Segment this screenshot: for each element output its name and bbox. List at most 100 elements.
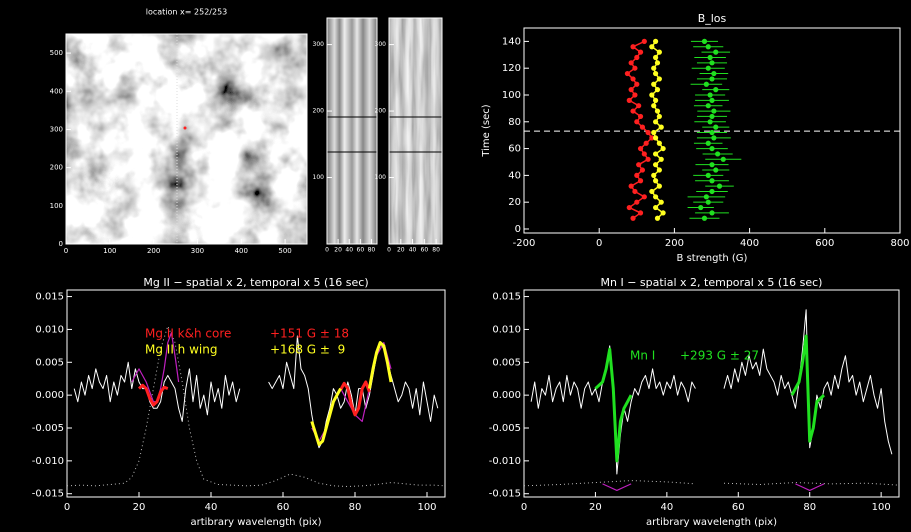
point: [653, 194, 659, 200]
point: [705, 172, 711, 178]
point: [656, 49, 662, 55]
point: [705, 103, 711, 109]
x-tick-label: -200: [513, 238, 536, 249]
point: [651, 129, 657, 136]
x-tick-label: 400: [740, 238, 759, 249]
x-tick-label: 60: [421, 247, 429, 254]
y-tick-label: 0: [59, 240, 63, 248]
point: [711, 70, 717, 77]
y-tick-label: 120: [502, 63, 521, 74]
annotation-label: Mg II h wing: [145, 343, 217, 357]
x-tick-label: 60: [357, 247, 365, 254]
point: [707, 54, 713, 61]
x-tick-label: 20: [397, 247, 405, 254]
point: [653, 119, 659, 125]
x-tick-label: 20: [133, 502, 146, 513]
y-tick-label: 200: [375, 108, 387, 115]
x-tick-label: 40: [660, 502, 673, 513]
y-tick-label: 0: [515, 224, 521, 235]
plot-frame: [388, 17, 443, 245]
spectrum-line: [73, 335, 439, 449]
x-tick-label: 0: [387, 247, 391, 254]
spectrum-line: [310, 341, 393, 446]
point: [656, 167, 662, 173]
point: [651, 103, 657, 109]
x-tick-label: 200: [665, 238, 684, 249]
point: [653, 70, 659, 77]
point: [643, 140, 649, 146]
point: [709, 178, 715, 184]
point: [709, 97, 715, 103]
y-tick-label: 0.010: [492, 324, 521, 335]
point: [649, 92, 655, 98]
panel-title: B_los: [698, 12, 727, 25]
point: [656, 183, 662, 189]
point: [624, 70, 631, 77]
annotation-label: Mg II k&h core: [145, 327, 231, 341]
point: [711, 135, 717, 141]
x-tick-label: 500: [278, 247, 291, 255]
x-tick-label: 60: [277, 502, 290, 513]
x-tick-label: 600: [815, 238, 834, 249]
point: [716, 183, 723, 189]
y-tick-label: 300: [50, 125, 63, 133]
point: [639, 124, 646, 130]
y-tick-label: 0.015: [492, 292, 521, 303]
point: [707, 92, 713, 98]
x-axis-label: artibrary wavelength (pix): [190, 517, 321, 528]
x-tick-label: 800: [890, 238, 909, 249]
point: [649, 44, 655, 50]
point: [653, 54, 659, 61]
y-tick-label: -0.005: [32, 423, 64, 434]
y-tick-label: 500: [50, 49, 63, 57]
y-tick-label: 100: [50, 202, 63, 210]
point: [651, 172, 657, 178]
y-tick-label: 40: [508, 170, 521, 181]
point: [660, 210, 666, 216]
point: [715, 151, 721, 157]
point: [698, 204, 704, 211]
point: [630, 76, 636, 82]
point: [637, 113, 644, 120]
y-tick-label: 0.015: [35, 292, 64, 303]
point: [713, 124, 719, 130]
point: [701, 215, 708, 221]
panel-title: location x= 252/253: [146, 8, 228, 17]
x-tick-label: 0: [325, 247, 329, 254]
plot-frame: [523, 27, 901, 234]
y-tick-label: 400: [50, 87, 63, 95]
x-tick-label: 300: [191, 247, 204, 255]
solar-image: [66, 34, 307, 244]
x-tick-label: 80: [349, 502, 362, 513]
point: [641, 151, 647, 157]
point: [658, 124, 664, 130]
point: [637, 178, 644, 184]
spectrum-line: [66, 325, 446, 487]
x-axis-label: B strength (G): [677, 253, 748, 264]
y-tick-label: 0.000: [35, 390, 64, 401]
annotation-measure: +168 G ± 9: [270, 343, 345, 357]
point: [626, 97, 632, 103]
y-tick-label: 140: [502, 36, 521, 47]
x-tick-label: 400: [235, 247, 248, 255]
spectrum-line: [523, 480, 900, 487]
slit-image: [327, 18, 377, 244]
point: [653, 178, 659, 184]
y-tick-label: 60: [508, 144, 521, 155]
point: [632, 188, 638, 195]
x-tick-label: 0: [64, 502, 70, 513]
spectrum-line: [137, 380, 371, 417]
point: [709, 129, 715, 136]
y-tick-label: -0.015: [32, 489, 64, 500]
point: [713, 167, 719, 173]
annotation-measure: +293 G ± 27: [680, 349, 759, 363]
y-tick-label: 300: [375, 41, 387, 48]
y-tick-label: 0.005: [35, 357, 64, 368]
y-tick-label: -0.010: [489, 456, 521, 467]
point: [649, 135, 655, 141]
point: [720, 156, 726, 162]
x-axis-label: artibrary wavelength (pix): [646, 517, 777, 528]
x-tick-label: 0: [596, 238, 602, 249]
point: [713, 87, 719, 93]
annotation-measure: +151 G ± 18: [270, 327, 349, 341]
